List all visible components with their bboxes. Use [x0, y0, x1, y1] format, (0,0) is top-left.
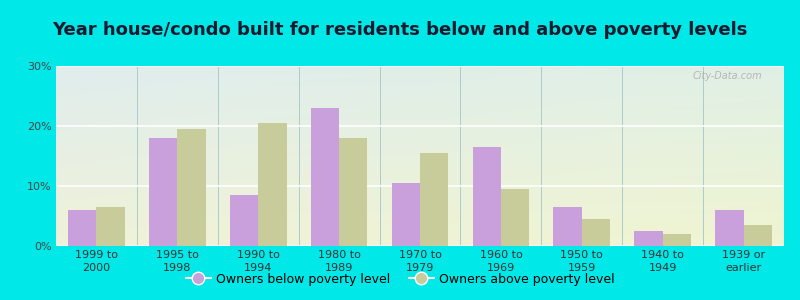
- Bar: [662, 234, 691, 246]
- Bar: [258, 123, 286, 246]
- Bar: [392, 183, 420, 246]
- Bar: [554, 207, 582, 246]
- Text: Year house/condo built for residents below and above poverty levels: Year house/condo built for residents bel…: [52, 21, 748, 39]
- Bar: [420, 153, 448, 246]
- Bar: [230, 195, 258, 246]
- Bar: [634, 231, 662, 246]
- Bar: [473, 147, 501, 246]
- Bar: [743, 225, 772, 246]
- Bar: [715, 210, 743, 246]
- Bar: [149, 138, 178, 246]
- Legend: Owners below poverty level, Owners above poverty level: Owners below poverty level, Owners above…: [181, 268, 619, 291]
- Bar: [339, 138, 367, 246]
- Bar: [582, 219, 610, 246]
- Text: City-Data.com: City-Data.com: [693, 71, 762, 81]
- Bar: [501, 189, 530, 246]
- Bar: [68, 210, 97, 246]
- Bar: [97, 207, 125, 246]
- Bar: [311, 108, 339, 246]
- Bar: [178, 129, 206, 246]
